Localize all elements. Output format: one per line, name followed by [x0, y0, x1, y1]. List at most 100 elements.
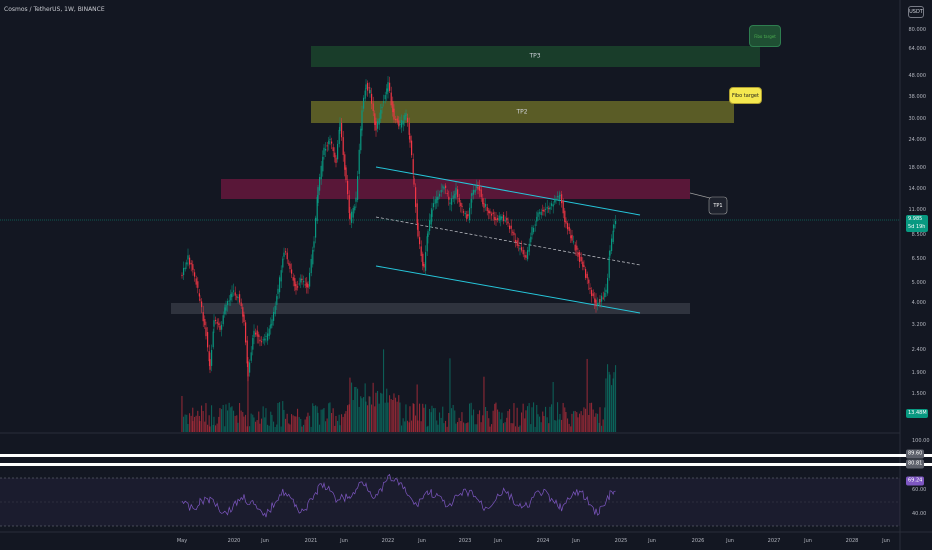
volume-bar	[347, 405, 349, 432]
volume-bar	[495, 402, 497, 432]
volume-bar	[233, 410, 235, 432]
candle-body	[230, 294, 232, 301]
candle-body	[218, 323, 220, 326]
time-tick-label: Jun	[882, 538, 890, 544]
currency-selector[interactable]: USDT	[908, 6, 924, 18]
candle-body	[280, 270, 282, 282]
candle-body	[457, 189, 459, 198]
volume-bar	[292, 415, 294, 432]
candle-body	[552, 204, 554, 207]
rsi-tick-label: 60.00	[912, 487, 927, 493]
candle-body	[423, 263, 425, 268]
candle-body	[536, 216, 538, 222]
price-tick-label: 24.000	[908, 137, 927, 143]
volume-bar	[580, 411, 582, 432]
volume-bar	[337, 420, 339, 432]
price-tick-label: 80.000	[908, 27, 927, 33]
volume-bar	[601, 425, 603, 432]
price-tick-label: 30.000	[908, 116, 927, 122]
volume-bar	[433, 408, 435, 432]
volume-bar	[615, 365, 617, 432]
time-tick-label: 2025	[614, 538, 628, 544]
volume-bar	[479, 410, 481, 432]
volume-bar	[352, 400, 354, 432]
volume-bar	[250, 413, 252, 432]
volume-bar	[559, 413, 561, 432]
volume-bar	[268, 425, 270, 432]
volume-bar	[443, 423, 445, 432]
candle-body	[513, 232, 515, 236]
candle-body	[518, 244, 520, 246]
candle-body	[579, 252, 581, 262]
volume-bar	[219, 408, 221, 432]
green-target-callout[interactable]: Fibo target	[749, 25, 781, 47]
candle-body	[274, 305, 276, 314]
candle-body	[256, 330, 258, 337]
volume-bar	[564, 407, 566, 432]
volume-bar	[216, 423, 218, 432]
candle-body	[386, 88, 388, 95]
candle-body	[480, 189, 482, 197]
volume-bar	[383, 349, 385, 432]
time-tick-label: 2024	[536, 538, 550, 544]
volume-bar	[334, 425, 336, 432]
candle-body	[332, 147, 334, 152]
candle-body	[297, 286, 299, 288]
current-price-value: 9.985	[908, 216, 923, 222]
time-axis[interactable]: May 2020 Jun 2021 Jun 2022 Jun 2023 Jun 2024 Jun 20…	[0, 532, 900, 550]
volume-bar	[253, 417, 255, 432]
volume-bar	[463, 422, 465, 432]
candle-body	[448, 196, 450, 200]
candle-body	[601, 295, 603, 302]
candle-body	[335, 157, 337, 163]
candle-body	[390, 92, 392, 106]
candle-body	[289, 263, 291, 269]
candle-body	[612, 230, 614, 242]
time-tick-label: 2027	[767, 538, 781, 544]
volume-bar	[181, 395, 183, 432]
candle-body	[440, 189, 442, 193]
candle-body	[613, 224, 615, 229]
volume-bar	[312, 403, 314, 432]
candle-body	[539, 212, 541, 214]
price-tick-label: 4.000	[911, 300, 926, 306]
volume-bar	[539, 416, 541, 432]
candle-body	[609, 250, 611, 256]
volume-bar	[494, 403, 496, 432]
candle-body	[483, 203, 485, 208]
candle-body	[313, 241, 315, 248]
volume-bar	[542, 411, 544, 432]
volume-bar	[551, 404, 553, 432]
volume-bar	[192, 421, 194, 432]
volume-bar	[570, 426, 572, 432]
volume-bar	[492, 410, 494, 432]
candle-body	[519, 248, 521, 250]
candle-body	[463, 211, 465, 213]
volume-bar	[192, 407, 194, 432]
candle-body	[363, 97, 365, 109]
candle-body	[469, 207, 471, 221]
volume-bar	[480, 422, 482, 432]
volume-bar	[249, 426, 251, 432]
candle-body	[510, 225, 512, 229]
candle-body	[364, 90, 366, 99]
volume-bar	[449, 358, 451, 432]
volume-bar	[536, 404, 538, 432]
time-tick-label: 2023	[458, 538, 472, 544]
volume-bar	[201, 405, 203, 432]
volume-bar	[401, 425, 403, 432]
candle-body	[436, 197, 438, 204]
candle-body	[298, 283, 300, 285]
candle-body	[349, 213, 351, 220]
volume-bar	[315, 405, 317, 432]
candle-body	[540, 211, 542, 216]
candle-body	[208, 351, 210, 362]
candle-body	[187, 255, 189, 260]
candle-body	[442, 186, 444, 188]
volume-bar	[325, 421, 327, 432]
volume-bar	[221, 409, 223, 432]
candle-body	[270, 324, 272, 329]
fibo-target-callout[interactable]: Fibo target	[729, 87, 762, 104]
price-axis[interactable]: 80.000 64.000 48.000 38.000 30.000 24.000 18.0…	[900, 0, 932, 532]
